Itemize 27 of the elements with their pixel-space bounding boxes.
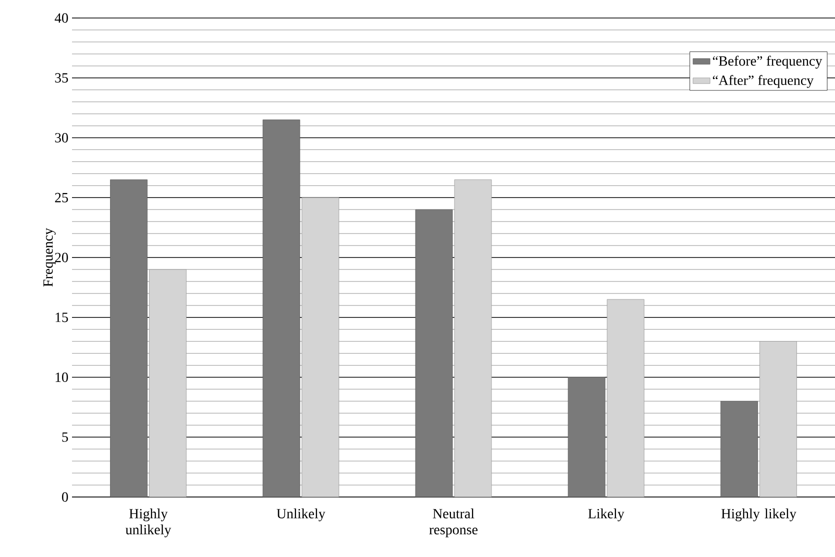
y-tick-label: 25 (55, 192, 68, 202)
bar (760, 341, 797, 497)
x-tick-label: Unlikely (276, 508, 326, 522)
bar (149, 269, 186, 497)
bar (302, 197, 340, 497)
y-tick-label: 0 (62, 492, 68, 502)
y-tick-label: 10 (56, 372, 68, 382)
bar (415, 209, 453, 497)
y-tick-label: 5 (62, 432, 68, 442)
y-axis-title: Frequency (43, 228, 56, 287)
legend-label: “After” frequency (712, 75, 814, 88)
bar (454, 179, 492, 497)
x-tick-label: Highly likely (721, 508, 796, 522)
bar (720, 401, 758, 497)
y-tick-label: 20 (55, 252, 68, 262)
y-tick-label: 30 (55, 133, 68, 142)
bar (110, 179, 148, 497)
x-tick-label: Highly unlikely (126, 508, 172, 538)
bar (606, 299, 644, 497)
y-tick-label: 15 (56, 312, 68, 322)
y-tick-label: 35 (55, 73, 68, 83)
y-tick-label: 40 (54, 13, 68, 23)
bar (262, 120, 300, 497)
x-tick-label: Neutral response (429, 508, 478, 538)
x-tick-label: Likely (588, 508, 624, 522)
bar (568, 377, 606, 497)
legend-label: “Before” frequency (712, 56, 822, 69)
